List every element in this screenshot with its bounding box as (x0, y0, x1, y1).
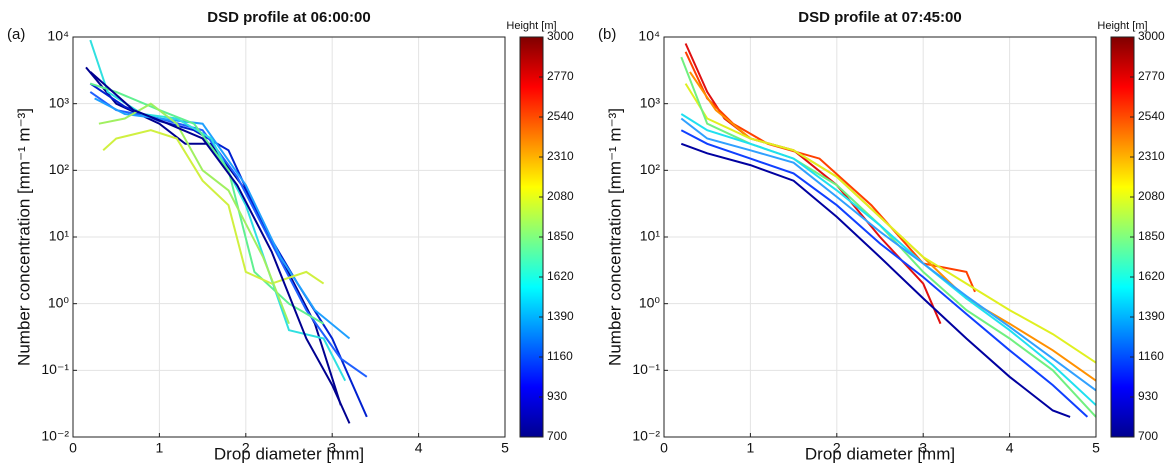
y-tick-label: 10⁴ (638, 28, 660, 44)
x-tick-label: 1 (156, 440, 164, 456)
panel-label: (b) (598, 26, 616, 43)
colorbar-tick-label: 2080 (1138, 189, 1165, 203)
colorbar-tick-label: 1620 (1138, 269, 1165, 283)
x-tick-label: 4 (1006, 440, 1014, 456)
data-line (89, 39, 347, 382)
colorbar-tick-label: 2540 (547, 109, 574, 123)
data-line (684, 83, 1097, 364)
x-tick-label: 5 (501, 440, 509, 456)
y-tick-label: 10⁰ (639, 294, 661, 310)
data-line (89, 82, 325, 325)
data-line (680, 142, 1071, 418)
y-tick-label: 10² (640, 161, 661, 177)
y-tick-label: 10⁻² (632, 428, 660, 444)
colorbar-tick-label: 930 (1138, 389, 1158, 403)
data-line (85, 66, 342, 406)
y-axis-label: Number concentration [mm⁻¹ m⁻³] (14, 108, 33, 366)
y-tick-label: 10² (49, 161, 70, 177)
colorbar-tick-label: 2540 (1138, 109, 1165, 123)
x-tick-label: 0 (660, 440, 668, 456)
y-axis-label: Number concentration [mm⁻¹ m⁻³] (605, 108, 624, 366)
data-line (98, 102, 290, 325)
y-tick-label: 10³ (640, 94, 661, 110)
axes-box (72, 36, 506, 438)
data-line (680, 113, 1097, 406)
x-tick-label: 5 (1092, 440, 1100, 456)
data-line (102, 129, 325, 285)
y-tick-label: 10⁻¹ (41, 361, 69, 377)
data-line (680, 117, 1097, 392)
x-tick-label: 4 (415, 440, 423, 456)
x-tick-label: 0 (69, 440, 77, 456)
x-axis-label: Drop diameter [mm] (214, 444, 364, 463)
colorbar-tick-label: 2310 (1138, 149, 1165, 163)
colorbar-tick-label: 1160 (547, 349, 573, 363)
x-tick-label: 2 (242, 440, 250, 456)
colorbar-tick-label: 1850 (1138, 229, 1165, 243)
colorbar-label: Height [m] (506, 20, 556, 32)
x-axis-label: Drop diameter [mm] (805, 444, 955, 463)
colorbar-tick-label: 2080 (547, 189, 574, 203)
y-tick-label: 10³ (49, 94, 70, 110)
colorbar-tick-label: 700 (547, 429, 567, 443)
panel-label: (a) (7, 26, 25, 43)
colorbar-label: Height [m] (1097, 20, 1147, 32)
colorbar-tick-label: 2770 (1138, 69, 1165, 83)
y-tick-label: 10⁴ (47, 28, 69, 44)
colorbar-tick-label: 1390 (547, 309, 574, 323)
y-tick-label: 10⁻² (41, 428, 69, 444)
x-tick-label: 3 (919, 440, 927, 456)
colorbar-tick-label: 1850 (547, 229, 574, 243)
x-tick-label: 1 (747, 440, 755, 456)
data-line (684, 51, 976, 293)
colorbar-tick-label: 1160 (1138, 349, 1164, 363)
axes-box (663, 36, 1097, 438)
data-line (680, 129, 1089, 418)
colorbar-tick-label: 3000 (547, 29, 574, 43)
data-line (89, 91, 368, 378)
y-tick-label: 10⁻¹ (632, 361, 660, 377)
colorbar-tick-label: 700 (1138, 429, 1158, 443)
colorbar-tick-label: 2770 (547, 69, 574, 83)
colorbar-tick-label: 1620 (547, 269, 574, 283)
x-tick-label: 2 (833, 440, 841, 456)
colorbar-tick-label: 1390 (1138, 309, 1165, 323)
y-tick-label: 10¹ (640, 228, 661, 244)
chart-title: DSD profile at 06:00:00 (207, 9, 370, 26)
y-tick-label: 10¹ (49, 228, 70, 244)
x-tick-label: 3 (328, 440, 336, 456)
chart-title: DSD profile at 07:45:00 (798, 9, 961, 26)
colorbar-tick-label: 2310 (547, 149, 574, 163)
y-tick-label: 10⁰ (48, 294, 70, 310)
colorbar-tick-label: 930 (547, 389, 567, 403)
colorbar-tick-label: 3000 (1138, 29, 1165, 43)
data-line (89, 71, 351, 424)
